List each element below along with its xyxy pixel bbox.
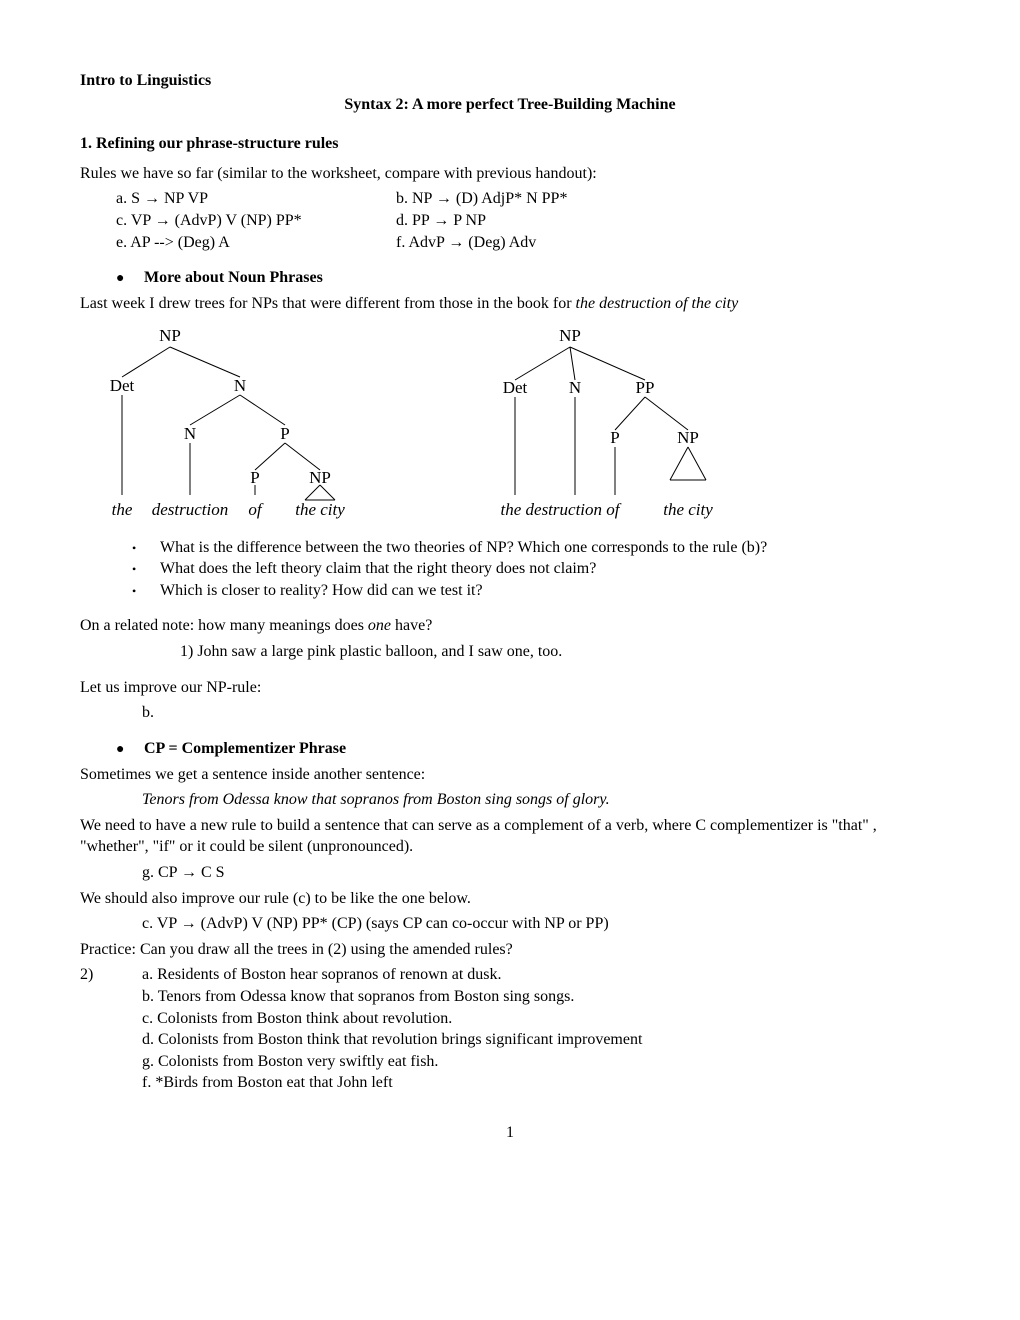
cp-line1: Sometimes we get a sentence inside anoth…	[80, 764, 940, 786]
handout-subtitle: Syntax 2: A more perfect Tree-Building M…	[80, 94, 940, 116]
rule-c-rev: c. VP → (AdvP) V (NP) PP* (CP) (says CP …	[80, 913, 940, 935]
rule-c: c. VP → (AdvP) V (NP) PP*	[80, 210, 396, 232]
rule-f: f. AdvP → (Deg) Adv	[396, 232, 940, 254]
np-intro: Last week I drew trees for NPs that were…	[80, 293, 940, 315]
practice: Practice: Can you draw all the trees in …	[80, 939, 940, 961]
rule-e: e. AP --> (Deg) A	[80, 232, 396, 254]
ex2-g: g. Colonists from Boston very swiftly ea…	[80, 1051, 940, 1073]
t1-of: of	[248, 500, 264, 519]
section1-heading: 1. Refining our phrase-structure rules	[80, 133, 940, 155]
ex2-d: d. Colonists from Boston think that revo…	[80, 1029, 940, 1051]
ex2-b: b. Tenors from Odessa know that sopranos…	[80, 986, 940, 1008]
rules-intro: Rules we have so far (similar to the wor…	[80, 163, 940, 185]
ex2-num: 2)	[80, 964, 142, 986]
improve-np: Let us improve our NP-rule:	[80, 677, 940, 699]
rules-row-1: a. S → NP VP b. NP → (D) AdjP* N PP*	[80, 188, 940, 210]
np-q2: What does the left theory claim that the…	[160, 558, 596, 580]
ex2-row: 2) a. Residents of Boston hear sopranos …	[80, 964, 940, 986]
np-q3: Which is closer to reality? How did can …	[160, 580, 483, 602]
rule-g: g. CP → C S	[80, 862, 940, 884]
tree-diagrams: NP Det N N P P NP the destruction of the…	[80, 325, 940, 525]
page-number: 1	[80, 1122, 940, 1144]
t1-det: Det	[110, 376, 135, 395]
subbullet-icon: •	[132, 540, 160, 556]
np-bullet-row: ● More about Noun Phrases	[80, 267, 940, 289]
t2-pp: PP	[636, 378, 655, 397]
t1-np-top: NP	[159, 326, 181, 345]
t2-det: Det	[503, 378, 528, 397]
t1-np-low: NP	[309, 468, 331, 487]
t1-p-upper: P	[280, 424, 289, 443]
t2-p: P	[610, 428, 619, 447]
t1-the-city: the city	[295, 500, 345, 519]
cp-example-italic: Tenors from Odessa know that sopranos fr…	[80, 789, 940, 811]
related-c: have?	[391, 617, 432, 634]
related-a: On a related note: how many meanings doe…	[80, 617, 368, 634]
t2-n: N	[569, 378, 581, 397]
ex2-a: a. Residents of Boston hear sopranos of …	[142, 964, 502, 986]
t2-np-low: NP	[677, 428, 699, 447]
tree-right: NP Det N PP P NP the destruction of the …	[470, 325, 770, 525]
tree-left: NP Det N N P P NP the destruction of the…	[90, 325, 390, 525]
ex2-f: f. *Birds from Boston eat that John left	[80, 1072, 940, 1094]
t1-n-upper: N	[234, 376, 246, 395]
course-title: Intro to Linguistics	[80, 70, 940, 92]
t2-the-destruction-of: the destruction of	[501, 500, 622, 519]
cp-line3: We should also improve our rule (c) to b…	[80, 888, 940, 910]
np-bullet-label: More about Noun Phrases	[144, 267, 323, 289]
rules-row-3: e. AP --> (Deg) A f. AdvP → (Deg) Adv	[80, 232, 940, 254]
np-intro-b: the destruction of the city	[576, 295, 739, 312]
bullet-icon: ●	[116, 270, 144, 289]
t1-n-mid: N	[184, 424, 196, 443]
ex2-c: c. Colonists from Boston think about rev…	[80, 1008, 940, 1030]
cp-bullet-row: ● CP = Complementizer Phrase	[80, 738, 940, 760]
rule-b: b. NP → (D) AdjP* N PP*	[396, 188, 940, 210]
t1-destruction: destruction	[152, 500, 229, 519]
subbullet-icon: •	[132, 561, 160, 577]
b-label: b.	[80, 702, 940, 724]
subbullet-icon: •	[132, 583, 160, 599]
rule-a: a. S → NP VP	[80, 188, 396, 210]
rules-row-2: c. VP → (AdvP) V (NP) PP* d. PP → P NP	[80, 210, 940, 232]
rule-d: d. PP → P NP	[396, 210, 940, 232]
t2-the-city: the city	[663, 500, 713, 519]
t1-the: the	[112, 500, 133, 519]
t1-p-low: P	[250, 468, 259, 487]
example-1: 1) John saw a large pink plastic balloon…	[80, 641, 940, 663]
np-q1: What is the difference between the two t…	[160, 537, 767, 559]
np-q3-row: • Which is closer to reality? How did ca…	[80, 580, 940, 602]
cp-line2: We need to have a new rule to build a se…	[80, 815, 940, 858]
cp-bullet-label: CP = Complementizer Phrase	[144, 738, 346, 760]
t2-np-top: NP	[559, 326, 581, 345]
np-intro-a: Last week I drew trees for NPs that were…	[80, 295, 576, 312]
np-q2-row: • What does the left theory claim that t…	[80, 558, 940, 580]
bullet-icon: ●	[116, 741, 144, 760]
related-b: one	[368, 617, 391, 634]
related-note: On a related note: how many meanings doe…	[80, 615, 940, 637]
np-q1-row: • What is the difference between the two…	[80, 537, 940, 559]
